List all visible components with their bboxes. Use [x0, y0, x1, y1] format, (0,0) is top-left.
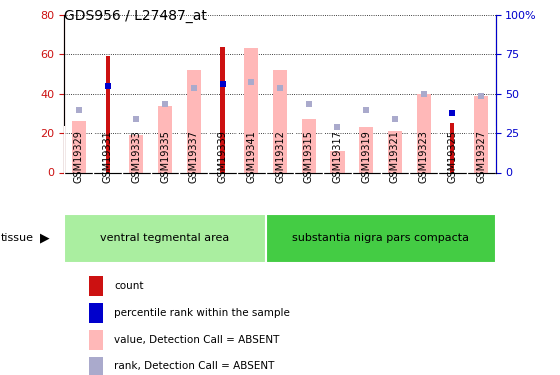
Bar [330, 151, 345, 172]
Text: value, Detection Call = ABSENT: value, Detection Call = ABSENT [114, 335, 280, 345]
Bar [359, 127, 374, 172]
Bar [221, 46, 225, 172]
Bar [90, 303, 103, 323]
Text: percentile rank within the sample: percentile rank within the sample [114, 308, 290, 318]
Text: GSM19327: GSM19327 [476, 130, 486, 183]
Text: GSM19319: GSM19319 [361, 130, 371, 183]
Bar [417, 94, 431, 172]
Bar [186, 70, 201, 172]
Text: GSM19333: GSM19333 [131, 130, 141, 183]
Bar [302, 119, 316, 172]
Text: GSM19323: GSM19323 [419, 130, 429, 183]
Text: count: count [114, 281, 144, 291]
Bar [72, 122, 86, 172]
Bar [90, 357, 103, 375]
Bar [265, 214, 496, 262]
Text: ventral tegmental area: ventral tegmental area [100, 233, 230, 243]
Text: GSM19339: GSM19339 [217, 130, 227, 183]
Bar [273, 70, 287, 172]
Bar [105, 56, 110, 172]
Bar [90, 330, 103, 350]
Text: tissue: tissue [1, 233, 34, 243]
Bar [64, 214, 265, 262]
Text: GSM19335: GSM19335 [160, 130, 170, 183]
Text: GSM19315: GSM19315 [304, 130, 314, 183]
Bar [450, 123, 455, 172]
Bar [90, 276, 103, 296]
Text: substantia nigra pars compacta: substantia nigra pars compacta [292, 233, 469, 243]
Bar [388, 131, 402, 172]
Text: GDS956 / L27487_at: GDS956 / L27487_at [64, 9, 207, 23]
Text: rank, Detection Call = ABSENT: rank, Detection Call = ABSENT [114, 361, 275, 371]
Text: GSM19321: GSM19321 [390, 130, 400, 183]
Text: GSM19331: GSM19331 [102, 130, 113, 183]
Bar [474, 96, 488, 172]
Text: GSM19337: GSM19337 [189, 130, 199, 183]
Text: GSM19341: GSM19341 [246, 130, 256, 183]
Bar [158, 106, 172, 172]
Bar [129, 135, 143, 172]
Text: GSM19317: GSM19317 [333, 130, 343, 183]
Bar [244, 48, 259, 172]
Text: ▶: ▶ [40, 232, 50, 244]
Text: GSM19329: GSM19329 [74, 130, 84, 183]
Text: GSM19325: GSM19325 [447, 130, 458, 183]
Text: GSM19312: GSM19312 [275, 130, 285, 183]
